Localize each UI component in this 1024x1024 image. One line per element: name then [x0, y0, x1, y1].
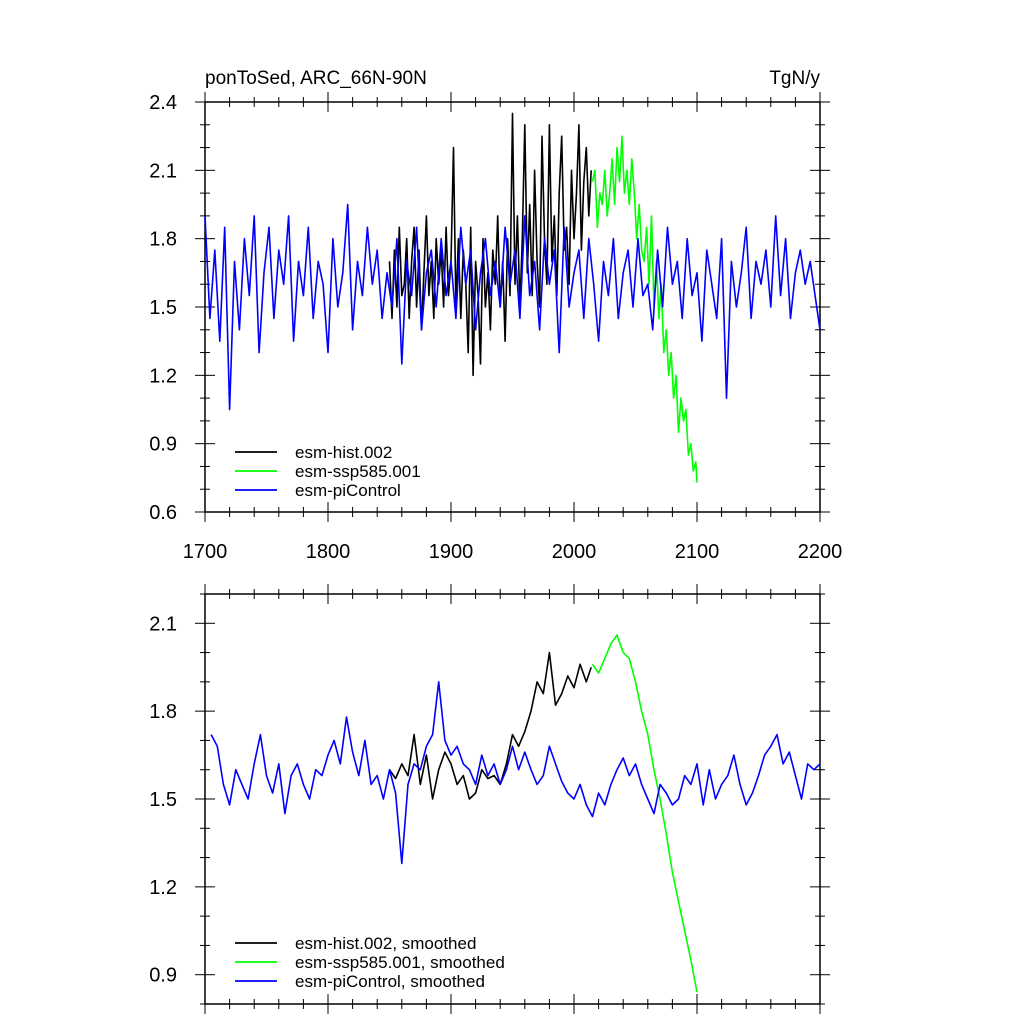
y-tick-label: 2.4: [149, 92, 177, 114]
legend-label: esm-hist.002, smoothed: [295, 934, 476, 953]
top-series-group: [204, 112, 821, 483]
legend-label: esm-ssp585.001: [295, 462, 421, 481]
y-tick-label: 0.9: [149, 434, 177, 456]
legend-label: esm-ssp585.001, smoothed: [295, 953, 505, 972]
legend-label: esm-piControl, smoothed: [295, 972, 485, 991]
bottom-series-group: [210, 634, 821, 993]
y-tick-label: 2.1: [149, 613, 177, 635]
chart-title: ponToSed, ARC_66N-90N: [205, 68, 427, 89]
series-line-esm-picontrol: [204, 203, 821, 411]
x-tick-label: 2000: [552, 541, 597, 563]
series-line-esm-hist-002: [388, 112, 592, 377]
y-tick-label: 1.8: [149, 701, 177, 723]
y-tick-label: 0.9: [149, 965, 177, 987]
y-tick-label: 0.6: [149, 502, 177, 524]
bottom-panel: 0.91.21.51.82.1 esm-hist.002, smoothedes…: [149, 584, 830, 1014]
top-axis-ticks: 1700 1800 1900 2000 2100 2200 0.6 0.9 1.2 1.5 1.8 2…: [149, 92, 842, 563]
x-tick-label: 2200: [798, 541, 843, 563]
y-tick-label: 1.2: [149, 877, 177, 899]
series-line-esm-hist-002-smoothed: [388, 651, 592, 800]
legend-label: esm-hist.002: [295, 443, 392, 462]
y-tick-label: 1.2: [149, 365, 177, 387]
series-line-esm-picontrol-smoothed: [210, 681, 821, 865]
y-tick-label: 1.5: [149, 297, 177, 319]
top-panel: ponToSed, ARC_66N-90N TgN/y 1700 1800 1900…: [149, 68, 842, 563]
x-tick-label: 2100: [675, 541, 720, 563]
series-line-esm-ssp585-001: [591, 135, 698, 483]
units-label: TgN/y: [769, 68, 820, 89]
legend-label: esm-piControl: [295, 481, 401, 500]
x-tick-label: 1900: [429, 541, 474, 563]
y-tick-label: 2.1: [149, 160, 177, 182]
series-line-esm-ssp585-001-smoothed: [591, 634, 698, 993]
x-tick-label: 1700: [183, 541, 228, 563]
x-tick-label: 1800: [306, 541, 351, 563]
y-tick-label: 1.8: [149, 229, 177, 251]
y-tick-label: 1.5: [149, 789, 177, 811]
bottom-axis-ticks: 0.9 1.2 1.5 1.8 2.1: [149, 584, 830, 1014]
